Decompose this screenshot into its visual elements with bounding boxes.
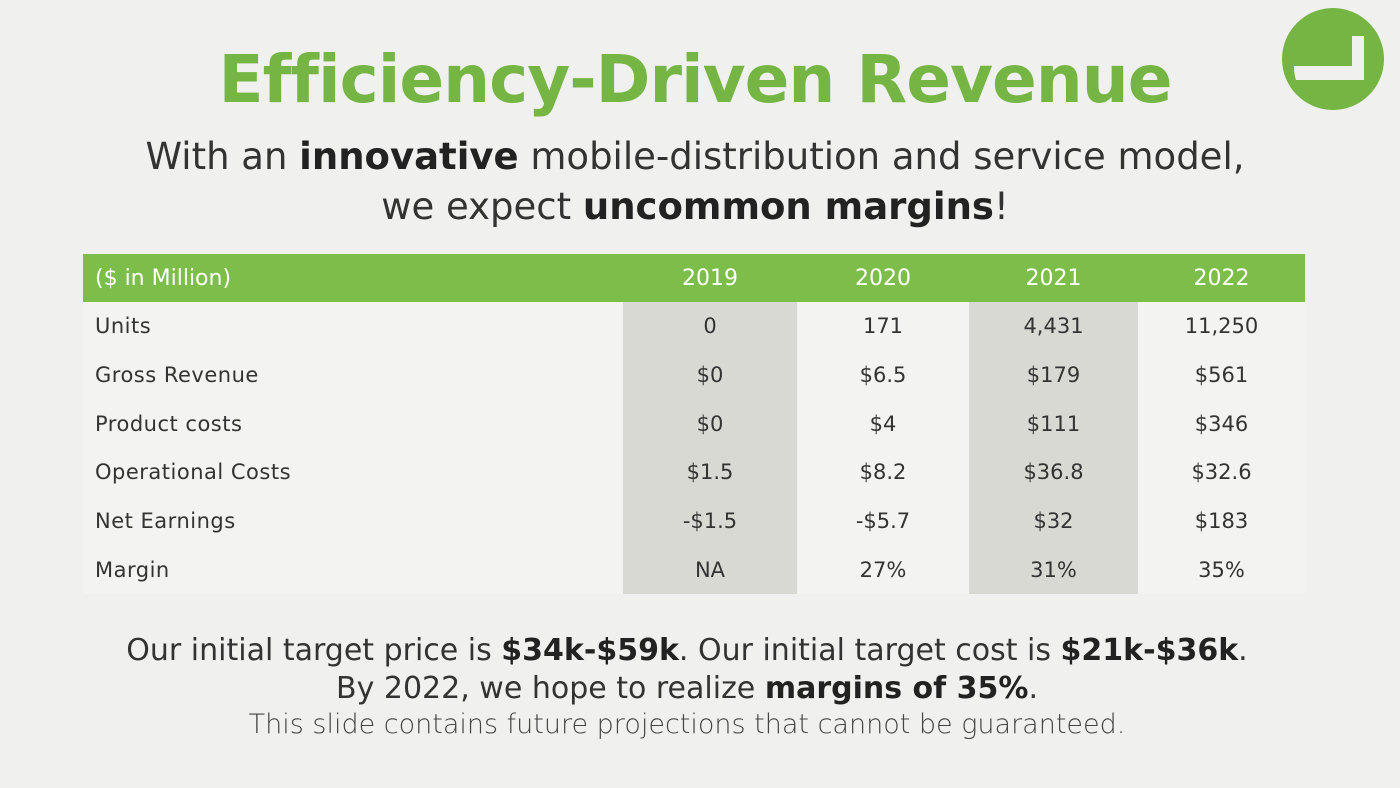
subtitle-line-1: With an innovative mobile-distribution a… xyxy=(145,135,1245,178)
row-label: Net Earnings xyxy=(83,496,623,546)
table-cell: $183 xyxy=(1138,496,1305,546)
table-row: Net Earnings -$1.5 -$5.7 $32 $183 xyxy=(83,496,1305,546)
disclaimer: This slide contains future projections t… xyxy=(248,709,1126,740)
table-cell: -$1.5 xyxy=(623,496,797,546)
table-row: Operational Costs $1.5 $8.2 $36.8 $32.6 xyxy=(83,448,1305,497)
table-cell: $111 xyxy=(969,399,1138,449)
header-year: 2021 xyxy=(1025,265,1082,291)
table-cell: $32.6 xyxy=(1138,448,1305,497)
company-logo-icon xyxy=(1282,8,1384,110)
table-cell: 4,431 xyxy=(969,302,1138,351)
table-row: Units 0 171 4,431 11,250 xyxy=(83,302,1305,351)
footer-line-2: By 2022, we hope to realize margins of 3… xyxy=(336,671,1038,706)
table-cell: -$5.7 xyxy=(797,496,969,546)
header-year: 2020 xyxy=(855,265,911,291)
slide-title: Efficiency-Driven Revenue xyxy=(218,41,1173,118)
row-label: Units xyxy=(83,302,623,351)
financial-table: ($ in Million) 2019 2020 2021 2022 Units… xyxy=(83,254,1305,595)
table-cell: NA xyxy=(623,545,797,595)
table-cell: 171 xyxy=(797,302,969,351)
table-cell: 31% xyxy=(969,545,1138,595)
row-label: Product costs xyxy=(83,399,623,449)
table-row: Product costs $0 $4 $111 $346 xyxy=(83,399,1305,449)
table-cell: $32 xyxy=(969,496,1138,546)
table-cell: 0 xyxy=(623,302,797,351)
row-label: Operational Costs xyxy=(83,448,623,497)
table-header-row: ($ in Million) 2019 2020 2021 2022 xyxy=(83,254,1305,302)
table-cell: $0 xyxy=(623,350,797,400)
table-cell: 11,250 xyxy=(1138,302,1305,351)
table-row: Margin NA 27% 31% 35% xyxy=(83,545,1305,595)
header-year: 2022 xyxy=(1193,265,1250,291)
row-label: Margin xyxy=(83,545,623,595)
table-cell: $4 xyxy=(797,399,969,449)
table-cell: $1.5 xyxy=(623,448,797,497)
table-cell: $36.8 xyxy=(969,448,1138,497)
header-label: ($ in Million) xyxy=(95,265,232,291)
header-year: 2019 xyxy=(682,265,738,291)
table-cell: 27% xyxy=(797,545,969,595)
table-cell: $8.2 xyxy=(797,448,969,497)
subtitle-line-2: we expect uncommon margins! xyxy=(381,185,1009,228)
table-cell: $561 xyxy=(1138,350,1305,400)
footer-line-1: Our initial target price is $34k-$59k. O… xyxy=(126,633,1248,668)
table-cell: $0 xyxy=(623,399,797,449)
footer-notes: Our initial target price is $34k-$59k. O… xyxy=(0,632,1374,742)
table-cell: $346 xyxy=(1138,399,1305,449)
table-cell: $6.5 xyxy=(797,350,969,400)
table-cell: $179 xyxy=(969,350,1138,400)
row-label: Gross Revenue xyxy=(83,350,623,400)
table-cell: 35% xyxy=(1138,545,1305,595)
table-row: Gross Revenue $0 $6.5 $179 $561 xyxy=(83,350,1305,400)
subtitle: With an innovative mobile-distribution a… xyxy=(0,132,1390,232)
